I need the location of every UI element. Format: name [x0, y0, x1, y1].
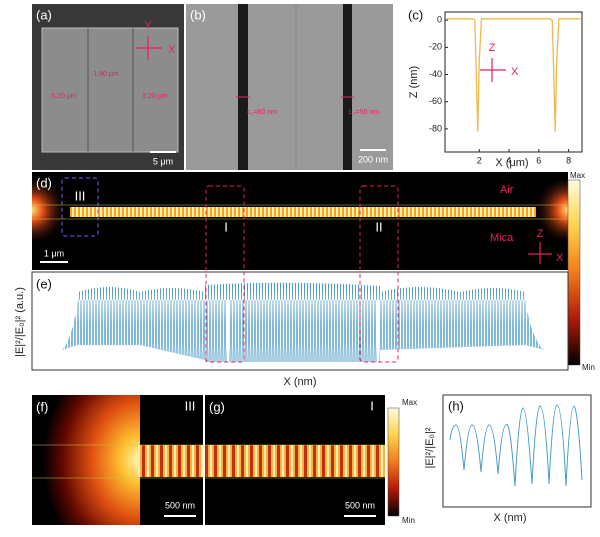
sem-image: [186, 4, 393, 170]
field-glow: [32, 395, 140, 525]
colorbar-scale: [387, 407, 400, 517]
x-tick-label: 2: [477, 155, 482, 165]
x-tick-label: 4: [507, 155, 512, 165]
plot-frame: [442, 394, 592, 508]
sample: [41, 27, 179, 153]
x-axis-title: X (nm): [284, 376, 317, 388]
y-axis-title: Z (nm): [408, 66, 420, 98]
axis-cross: [528, 242, 552, 264]
panel-label: (f): [36, 399, 48, 414]
colorbar-scale: [567, 179, 581, 366]
scale-text: 500 nm: [165, 500, 195, 510]
field-strip: [70, 207, 536, 217]
colorbar-min: Min: [402, 516, 415, 525]
axis-label: X: [556, 252, 564, 264]
gap: [343, 4, 352, 170]
panel-g: (g) I 500 nm: [205, 395, 385, 525]
plot-frame: [444, 11, 583, 153]
colorbar-max: Max: [402, 398, 417, 407]
panel-label: (a): [36, 7, 52, 22]
panel-label: (g): [209, 399, 225, 414]
y-tick-label: -20: [429, 42, 442, 52]
y-tick-label: 0: [437, 15, 442, 25]
dimension: 1.90 μm: [93, 71, 119, 78]
gap-label: L₂=50 nm: [349, 109, 379, 116]
panel-c: (c) Z (nm) X (μm) Z X 2 4 6 8 0 -20 -40 -60 -80: [408, 7, 583, 169]
y-axis-title: |E|²/|E₀|² (a.u.): [14, 287, 26, 357]
scale-text: 500 nm: [345, 500, 375, 510]
axis-label: Z: [489, 42, 496, 54]
medium-label: Air: [500, 184, 514, 196]
colorbar: Max Min: [567, 171, 595, 372]
region-box: [61, 177, 99, 237]
x-tick-label: 6: [536, 155, 541, 165]
panel-a: (a) Y X 1.90 μm 5.20 μm 5.20 μm 5 μm: [32, 4, 184, 170]
gap: [238, 4, 248, 170]
medium-label: Mica: [490, 232, 514, 244]
region-label: I: [224, 219, 228, 234]
region-label: I: [370, 398, 374, 413]
field-curve: [380, 287, 544, 350]
axis-label: Y: [144, 20, 152, 32]
dimension: 5.20 μm: [142, 93, 168, 100]
dimension: 5.20 μm: [51, 93, 77, 100]
region-label: III: [185, 398, 196, 413]
scale-text: 1 μm: [44, 248, 64, 258]
x-axis-title: X (μm): [495, 157, 528, 169]
axis-label: X: [168, 44, 176, 56]
panel-label: (e): [36, 276, 52, 291]
field-curve: [205, 282, 380, 362]
scale-text: 5 μm: [153, 156, 173, 166]
y-tick-label: -80: [429, 123, 442, 133]
panel-label: (h): [448, 398, 464, 413]
field-curve: [449, 404, 583, 487]
field-strip: [205, 445, 385, 477]
region-box: [205, 185, 245, 363]
x-axis-title: X (nm): [494, 512, 527, 524]
axis-cross: [480, 58, 506, 82]
axis-label: Z: [537, 228, 544, 240]
x-tick-label: 8: [566, 155, 571, 165]
region-label: III: [75, 188, 86, 203]
panel-label: (d): [36, 175, 52, 190]
panel-f: (f) III 500 nm: [32, 395, 203, 525]
axis-label: X: [511, 66, 519, 78]
panel-h: (h) |E|²/|E₀|² X (nm): [424, 394, 592, 524]
panel-label: (c): [408, 7, 423, 22]
field-curve: [62, 287, 205, 360]
panel-label: (b): [190, 7, 206, 22]
colorbar-min: Min: [582, 363, 595, 372]
profile-line: [446, 18, 581, 132]
colorbar: Max Min: [387, 398, 417, 525]
y-tick-label: -40: [429, 69, 442, 79]
y-tick-label: -60: [429, 96, 442, 106]
colorbar-max: Max: [570, 171, 585, 180]
panel-b: (b) L₁=60 nm L₂=50 nm 200 nm: [186, 4, 393, 170]
gap-label: L₁=60 nm: [247, 109, 277, 116]
y-axis-title: |E|²/|E₀|²: [424, 427, 436, 468]
axis-cross: [136, 36, 162, 60]
panel-d: (d) III I II Air Mica 1 μm Z X: [32, 172, 568, 270]
region-label: II: [375, 219, 382, 234]
region-box: [359, 185, 399, 363]
field-map: [32, 172, 568, 270]
panel-e: (e) |E|²/|E₀|² (a.u.) X (nm): [14, 271, 569, 388]
field-strip: [138, 445, 203, 477]
scale-text: 200 nm: [358, 154, 388, 164]
